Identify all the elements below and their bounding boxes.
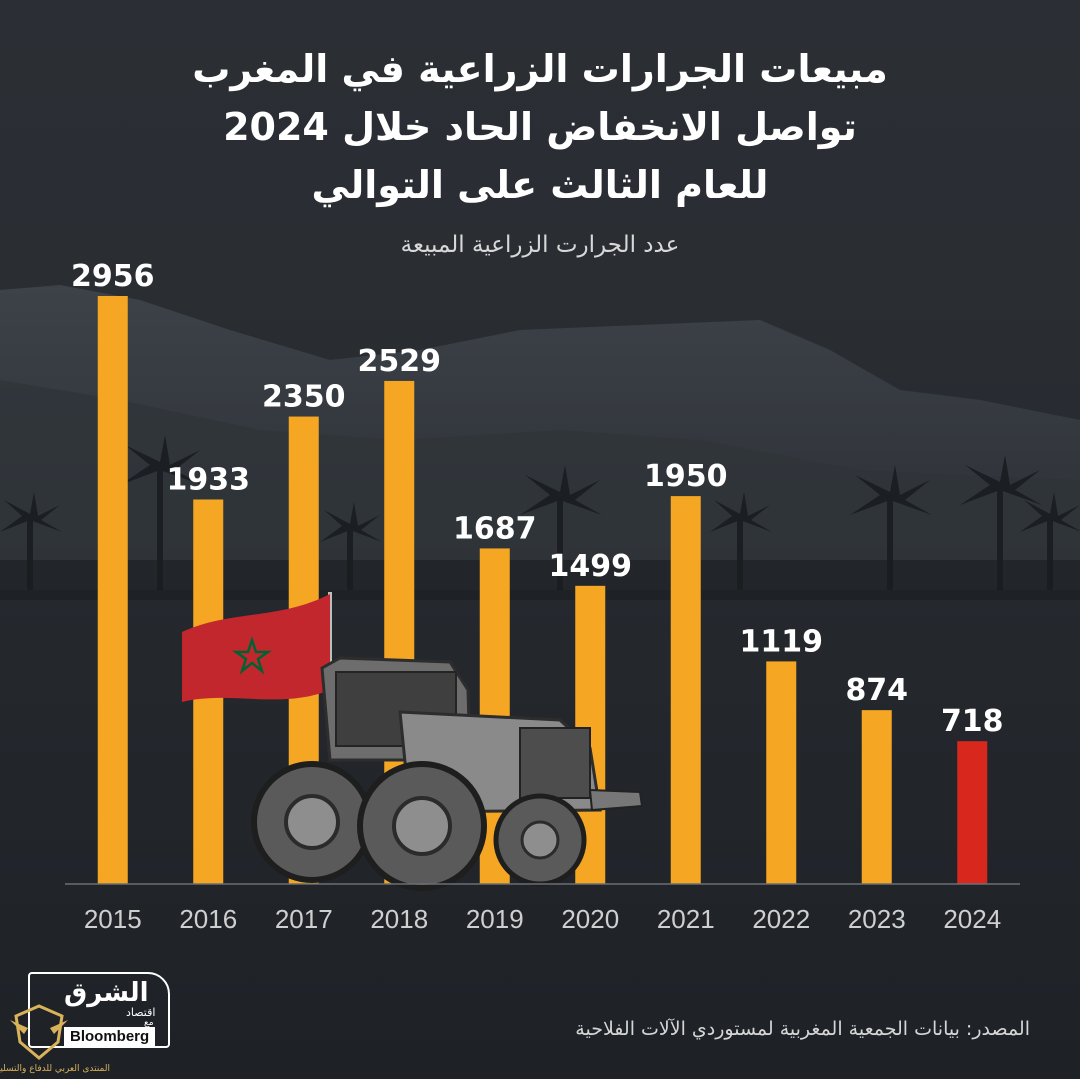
bar-2022 (766, 661, 797, 884)
logo-main-text: الشرق (64, 978, 149, 1008)
forum-emblem-icon (10, 1004, 68, 1060)
logo-sub-text: اقتصاد (126, 1006, 156, 1019)
bar-2015 (97, 296, 128, 884)
chart-subtitle: عدد الجرارت الزراعية المبيعة (400, 232, 680, 258)
bar-2024 (957, 741, 988, 884)
value-label-2020: 1499 (549, 549, 633, 584)
value-label-2021: 1950 (644, 459, 728, 494)
tractor-grille (519, 727, 591, 799)
title-line-1: مبيعات الجرارات الزراعية في المغرب (192, 47, 888, 91)
chart-title: مبيعات الجرارات الزراعية في المغرب تواصل… (0, 40, 1080, 214)
value-label-2017: 2350 (262, 380, 346, 415)
x-tick-2020: 2020 (561, 904, 619, 934)
value-label-2016: 1933 (167, 462, 251, 497)
logo-partner-text: Bloomberg (64, 1027, 156, 1047)
labels-layer: 2956 2015 1933 2016 2350 2017 2529 2018 1687 2019… (71, 259, 1004, 934)
title-line-2: تواصل الانخفاض الحاد خلال 2024 (223, 105, 857, 149)
x-tick-2019: 2019 (466, 904, 524, 934)
x-tick-2024: 2024 (943, 904, 1001, 934)
x-tick-2016: 2016 (179, 904, 237, 934)
bars-layer (97, 296, 988, 884)
tractor-rear-hub (284, 794, 340, 850)
value-label-2022: 1119 (740, 624, 824, 659)
logo-with-text: مع (144, 1018, 154, 1028)
palm-trees (0, 435, 1080, 600)
moroccan-flag (182, 594, 330, 702)
x-tick-2017: 2017 (275, 904, 333, 934)
value-label-2019: 1687 (453, 511, 537, 546)
x-tick-2022: 2022 (752, 904, 810, 934)
flag-star-icon (232, 636, 272, 675)
value-label-2023: 874 (845, 673, 908, 708)
x-tick-2023: 2023 (848, 904, 906, 934)
tractor-illustration (182, 592, 644, 891)
tractor-front-hub (392, 796, 452, 856)
bar-2023 (861, 710, 892, 884)
title-line-3: للعام الثالث على التوالي (311, 163, 769, 207)
x-tick-2021: 2021 (657, 904, 715, 934)
value-label-2015: 2956 (71, 259, 155, 294)
bar-2021 (670, 496, 701, 884)
x-tick-2018: 2018 (370, 904, 428, 934)
watermark-text: المنتدى العربي للدفاع والتسليح (0, 1064, 110, 1074)
value-label-2024: 718 (941, 704, 1004, 739)
tractor-hitch (588, 788, 644, 812)
x-tick-2015: 2015 (84, 904, 142, 934)
source-note: المصدر: بيانات الجمعية المغربية لمستوردي… (575, 1018, 1030, 1040)
tractor-small-hub (520, 820, 560, 860)
value-label-2018: 2529 (358, 344, 442, 379)
